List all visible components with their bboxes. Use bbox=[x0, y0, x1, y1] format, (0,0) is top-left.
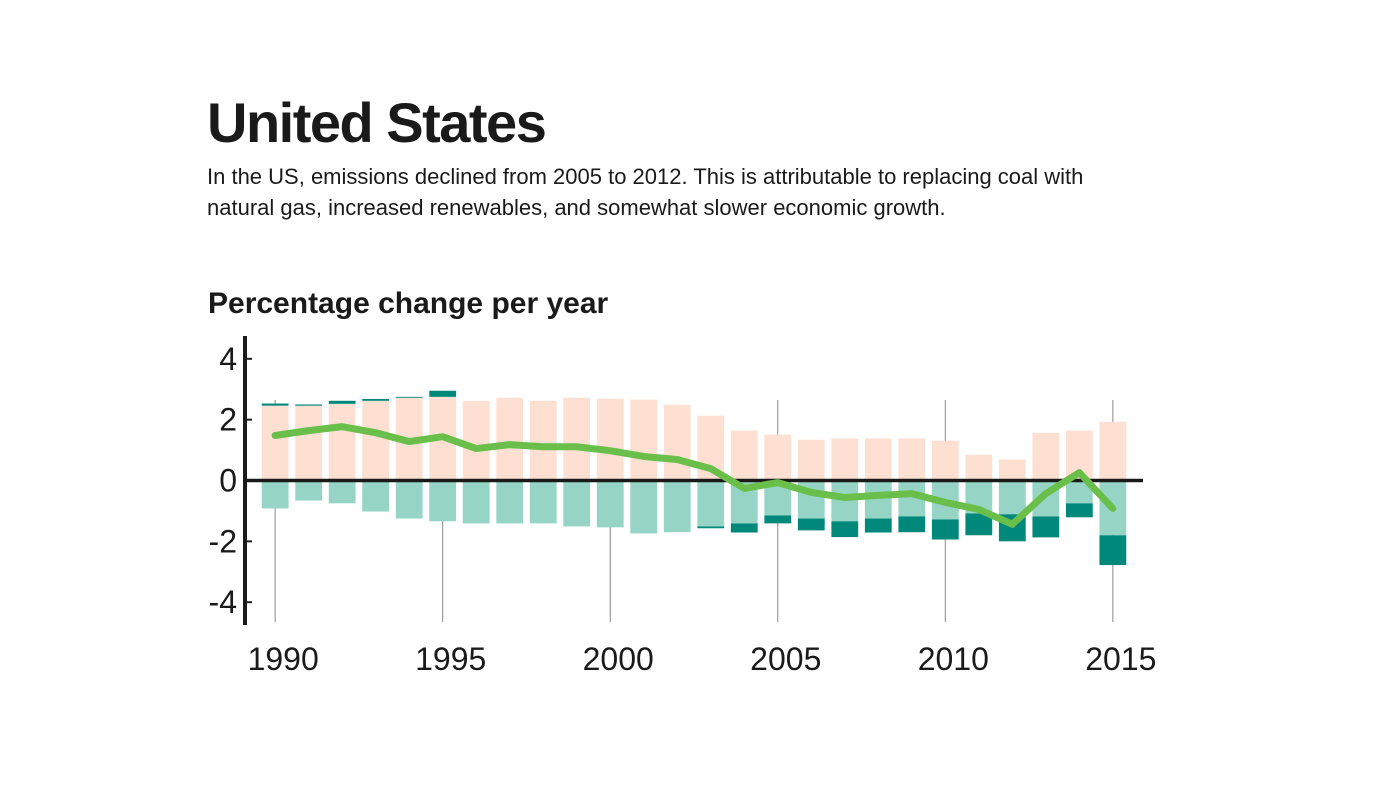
bar bbox=[764, 515, 792, 524]
bar bbox=[295, 480, 323, 501]
bar bbox=[261, 403, 289, 406]
bar bbox=[596, 398, 624, 481]
y-tick-label: -2 bbox=[209, 523, 237, 559]
bar bbox=[831, 438, 859, 481]
bar bbox=[328, 480, 356, 504]
bar bbox=[1065, 503, 1093, 518]
bar bbox=[362, 398, 390, 401]
bar bbox=[1032, 516, 1060, 538]
bar bbox=[630, 399, 658, 481]
bar bbox=[1065, 480, 1093, 504]
chart-title: Percentage change per year bbox=[208, 287, 609, 320]
bar bbox=[663, 404, 691, 481]
bar bbox=[730, 523, 758, 533]
subtitle-line: natural gas, increased renewables, and s… bbox=[207, 195, 946, 220]
bar bbox=[864, 518, 892, 533]
bar bbox=[697, 526, 725, 529]
bar bbox=[898, 438, 926, 481]
bar bbox=[328, 403, 356, 481]
bar bbox=[630, 480, 658, 534]
bar bbox=[1099, 421, 1127, 481]
bar bbox=[563, 397, 591, 481]
bar bbox=[295, 404, 323, 406]
bar bbox=[563, 480, 591, 527]
bar bbox=[529, 400, 557, 481]
bar bbox=[395, 480, 423, 519]
bar bbox=[261, 405, 289, 481]
bar bbox=[1099, 535, 1127, 566]
x-tick-label: 1990 bbox=[248, 641, 319, 677]
bar bbox=[529, 480, 557, 524]
bar bbox=[797, 518, 825, 531]
x-tick-label: 2005 bbox=[750, 641, 821, 677]
y-tick-label: 0 bbox=[219, 463, 237, 499]
bar bbox=[931, 519, 959, 540]
bar bbox=[697, 480, 725, 527]
bar bbox=[261, 480, 289, 509]
x-tick-label: 2015 bbox=[1085, 641, 1156, 677]
bar bbox=[965, 513, 993, 536]
bar bbox=[496, 480, 524, 524]
bar bbox=[864, 480, 892, 519]
x-tick-label: 1995 bbox=[415, 641, 486, 677]
y-tick-label: 4 bbox=[219, 341, 237, 377]
bar bbox=[1032, 432, 1060, 481]
y-tick-label: -4 bbox=[209, 584, 237, 620]
bar bbox=[395, 396, 423, 398]
bar bbox=[362, 400, 390, 481]
bar bbox=[596, 480, 624, 528]
page-title: United States bbox=[207, 91, 545, 154]
bar bbox=[730, 430, 758, 481]
bar bbox=[831, 521, 859, 538]
x-tick-label: 2010 bbox=[918, 641, 989, 677]
bar bbox=[328, 400, 356, 404]
subtitle-line: In the US, emissions declined from 2005 … bbox=[207, 164, 1083, 189]
bar bbox=[663, 480, 691, 533]
bar bbox=[764, 434, 792, 481]
bar bbox=[462, 400, 490, 481]
bar bbox=[864, 438, 892, 481]
bar bbox=[998, 480, 1026, 515]
x-tick-label: 2000 bbox=[583, 641, 654, 677]
bar bbox=[295, 405, 323, 481]
bar bbox=[797, 439, 825, 481]
bar bbox=[429, 390, 457, 397]
bar bbox=[898, 516, 926, 533]
bar bbox=[429, 480, 457, 522]
bar bbox=[496, 397, 524, 481]
line bbox=[271, 423, 1117, 528]
bar bbox=[462, 480, 490, 524]
bar bbox=[931, 440, 959, 481]
bar bbox=[998, 459, 1026, 481]
bar bbox=[362, 480, 390, 512]
y-tick-label: 2 bbox=[219, 402, 237, 438]
bar bbox=[965, 454, 993, 481]
